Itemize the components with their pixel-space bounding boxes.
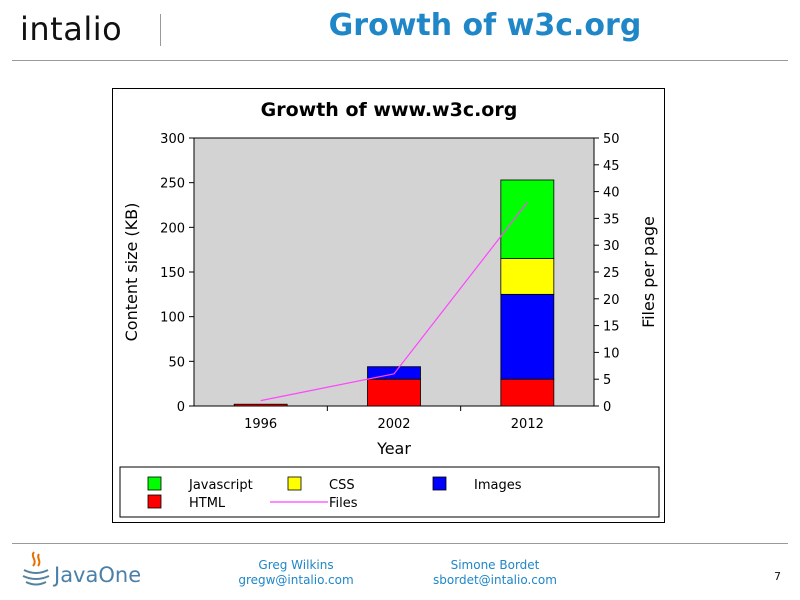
bar-html-2002 (367, 378, 421, 407)
legend-swatch-html (147, 494, 162, 509)
x-axis-label: Year (376, 439, 411, 458)
y2-tick-label: 20 (603, 293, 620, 308)
y-tick-label: 0 (177, 400, 185, 415)
y2-tick-label: 40 (603, 186, 620, 201)
legend-swatch-css (287, 476, 302, 491)
bar-images-2012 (500, 293, 555, 380)
bar-html-1996 (233, 403, 288, 407)
bar-javascript-2012 (500, 179, 555, 259)
y-tick-label: 100 (160, 311, 185, 326)
javaone-logo: JavaOne (22, 551, 141, 587)
y2-tick-label: 15 (603, 320, 620, 335)
y-tick-label: 200 (160, 221, 185, 236)
y2-axis-label: Files per page (639, 216, 658, 328)
author-2-email: sbordet@intalio.com (433, 573, 557, 587)
chart-svg: Growth of www.w3c.org0501001502002503000… (119, 99, 660, 518)
slide-title: Growth of w3c.org (328, 8, 642, 43)
y-tick-label: 300 (160, 132, 185, 147)
bar-css-2012 (500, 258, 555, 295)
x-tick-label: 1996 (244, 417, 277, 432)
legend-label-html: HTML (189, 496, 226, 511)
line-files (260, 201, 528, 402)
java-cup-icon (22, 551, 50, 586)
page-number: 7 (774, 570, 781, 583)
legend-swatch-images (432, 476, 447, 491)
chart-title: Growth of www.w3c.org (261, 99, 518, 121)
author-2: Simone Bordet sbordet@intalio.com (395, 558, 595, 588)
author-1-name: Greg Wilkins (258, 558, 334, 572)
author-1: Greg Wilkins gregw@intalio.com (196, 558, 396, 588)
legend-swatch-javascript (147, 476, 162, 491)
y-axis-label: Content size (KB) (122, 203, 141, 342)
y2-tick-label: 10 (603, 346, 620, 361)
y2-tick-label: 0 (603, 400, 611, 415)
footer-rule (12, 543, 788, 544)
author-1-email: gregw@intalio.com (238, 573, 354, 587)
javaone-wordmark: JavaOne (52, 563, 141, 587)
y-tick-label: 250 (160, 177, 185, 192)
legend-label-javascript: Javascript (188, 478, 253, 493)
legend-box (119, 466, 660, 518)
legend-label-css: CSS (329, 478, 355, 493)
y2-tick-label: 5 (603, 373, 611, 388)
y2-tick-label: 30 (603, 239, 620, 254)
x-tick-label: 2002 (377, 417, 410, 432)
y2-tick-label: 50 (603, 132, 620, 147)
header-divider (160, 14, 161, 46)
intalio-logo: intalio (20, 10, 123, 48)
y-tick-label: 150 (160, 266, 185, 281)
y-tick-label: 50 (168, 355, 185, 370)
legend-label-files: Files (329, 496, 358, 511)
author-2-name: Simone Bordet (450, 558, 540, 572)
bar-html-2012 (500, 378, 555, 407)
legend-label-images: Images (474, 478, 522, 493)
y2-tick-label: 45 (603, 159, 620, 174)
x-tick-label: 2012 (511, 417, 544, 432)
y2-tick-label: 25 (603, 266, 620, 281)
y2-tick-label: 35 (603, 212, 620, 227)
header-rule (12, 60, 788, 61)
chart-frame: Growth of www.w3c.org 0 50 100 150 200 250 300 0… (112, 88, 665, 523)
